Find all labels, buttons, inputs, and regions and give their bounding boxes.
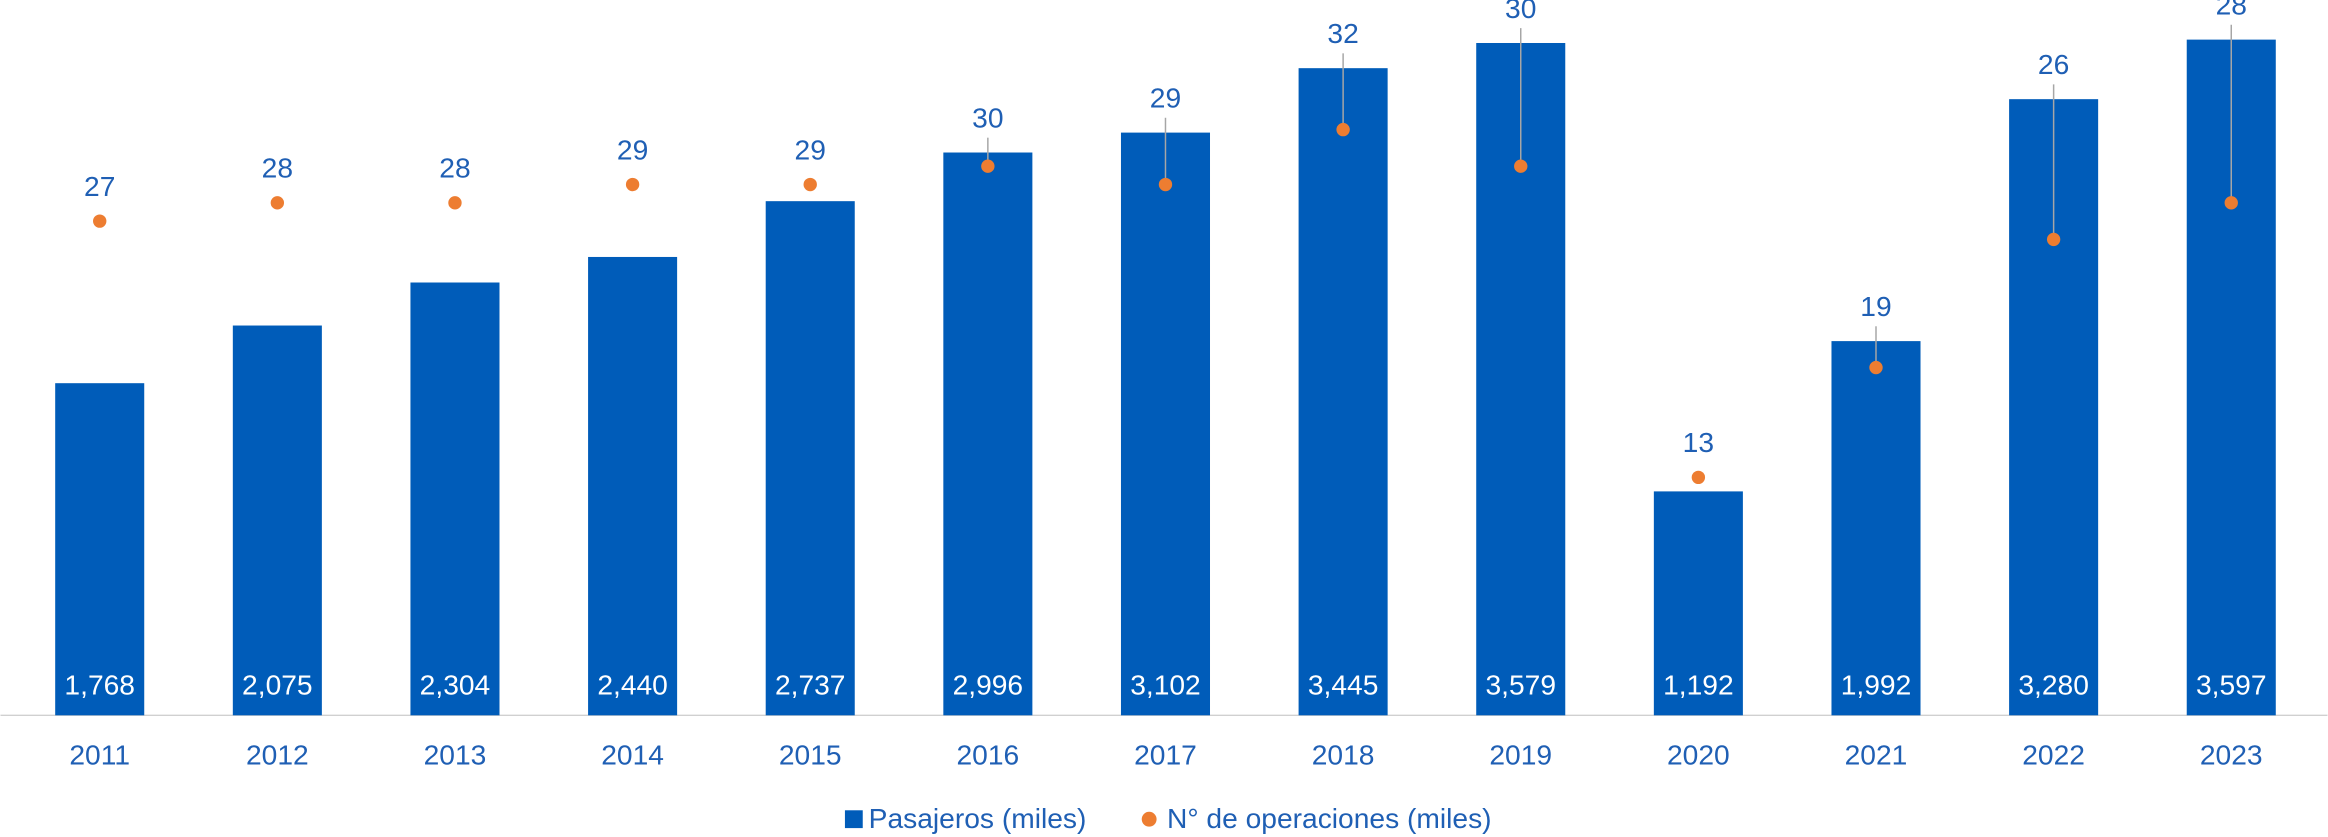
bar	[765, 201, 855, 716]
dot-value-label: 13	[1683, 426, 1714, 458]
bar-value-label: 2,440	[597, 669, 668, 701]
x-tick-label: 2012	[246, 738, 309, 770]
dot-value-label: 28	[2216, 0, 2247, 20]
dot-value-label: 30	[1505, 0, 1536, 24]
bar-value-label: 3,579	[1485, 669, 1556, 701]
dot	[2224, 196, 2238, 210]
bar-value-label: 3,445	[1308, 669, 1379, 701]
dot-value-label: 19	[1860, 290, 1891, 322]
dot	[270, 196, 285, 210]
bar	[410, 282, 500, 716]
dot	[981, 159, 995, 173]
x-tick-label: 2020	[1667, 738, 1730, 770]
dot	[1336, 122, 1350, 137]
bar	[1831, 341, 1921, 716]
x-tick-label: 2017	[1134, 738, 1197, 770]
x-tick-label: 2022	[2022, 738, 2085, 770]
dot-value-label: 27	[84, 170, 115, 202]
dot	[1514, 159, 1528, 173]
dot	[93, 214, 107, 228]
legend-swatch	[1141, 811, 1157, 827]
x-tick-label: 2013	[424, 738, 487, 770]
dot-value-label: 26	[2038, 48, 2069, 80]
dot-value-label: 28	[262, 152, 293, 184]
dot	[1691, 470, 1706, 485]
x-tick-label: 2023	[2200, 738, 2263, 770]
legend-label: N° de operaciones (miles)	[1167, 802, 1492, 834]
dot-value-label: 29	[1150, 81, 1181, 113]
x-tick-label: 2019	[1489, 738, 1552, 770]
bar	[232, 325, 322, 716]
legend-label: Pasajeros (miles)	[869, 802, 1087, 834]
bar-value-label: 2,737	[775, 669, 846, 701]
bar	[1120, 132, 1211, 716]
dot	[448, 196, 462, 210]
bar	[1653, 491, 1743, 716]
x-tick-label: 2021	[1845, 738, 1908, 770]
dot-value-label: 29	[617, 133, 648, 165]
x-tick-label: 2016	[956, 738, 1019, 770]
bar-value-label: 3,597	[2196, 669, 2267, 701]
bar-value-label: 2,075	[242, 669, 313, 701]
bar-value-label: 3,280	[2018, 669, 2089, 701]
bar-value-label: 2,304	[420, 669, 491, 701]
bar	[55, 383, 145, 716]
dot	[803, 177, 817, 192]
x-tick-label: 2014	[601, 738, 664, 770]
dot-value-label: 30	[972, 101, 1003, 133]
dot-value-label: 32	[1327, 17, 1358, 49]
dot	[1158, 177, 1173, 192]
x-tick-label: 2015	[779, 738, 842, 770]
dot	[2046, 232, 2061, 247]
x-tick-label: 2011	[69, 738, 130, 770]
bar-value-label: 1,192	[1663, 669, 1734, 701]
bar-value-label: 3,102	[1130, 669, 1201, 701]
bar-value-label: 1,992	[1841, 669, 1912, 701]
legend-swatch	[844, 810, 863, 829]
dot	[1869, 360, 1883, 375]
x-tick-label: 2018	[1312, 738, 1375, 770]
dot-value-label: 29	[795, 133, 826, 165]
bar-value-label: 2,996	[953, 669, 1024, 701]
bar	[943, 152, 1033, 716]
dot-value-label: 28	[439, 152, 470, 184]
dot	[625, 177, 640, 192]
bar-value-label: 1,768	[64, 669, 135, 701]
bar	[1298, 68, 1388, 716]
bar	[588, 256, 678, 716]
